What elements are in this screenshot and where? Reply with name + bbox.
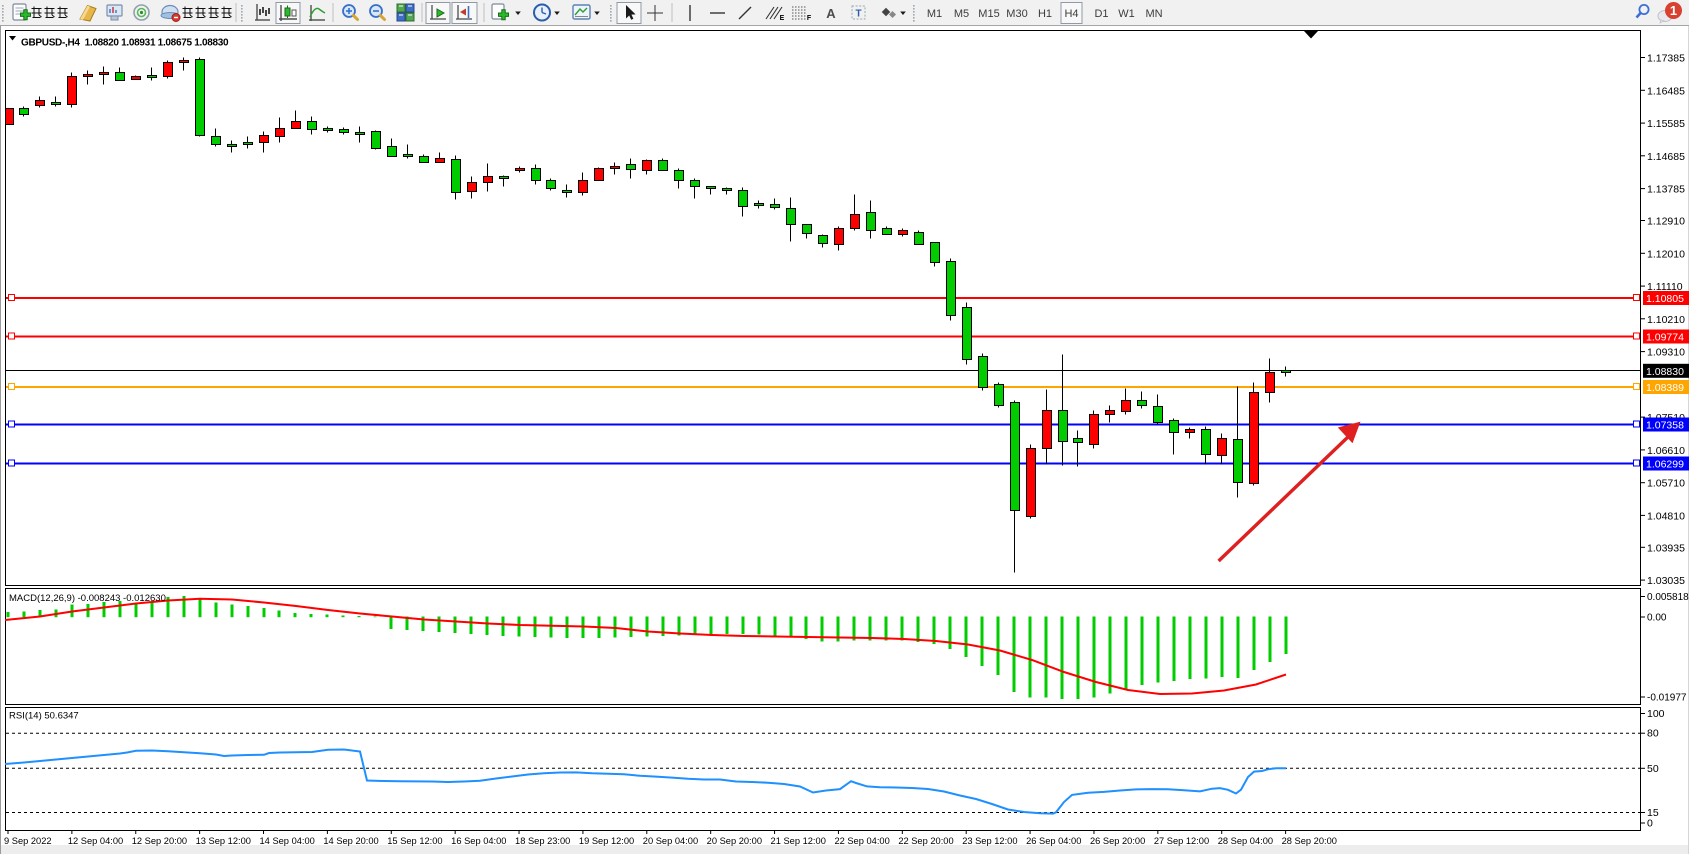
svg-text:1.17385: 1.17385	[1647, 53, 1685, 65]
svg-text:1.14685: 1.14685	[1647, 151, 1685, 163]
svg-text:MACD(12,26,9) -0.008243 -0.012: MACD(12,26,9) -0.008243 -0.012630	[9, 593, 166, 604]
svg-text:1.03935: 1.03935	[1647, 542, 1685, 554]
svg-text:1.08389: 1.08389	[1646, 382, 1684, 394]
svg-text:E: E	[780, 15, 785, 22]
svg-text:1.03035: 1.03035	[1647, 575, 1685, 587]
svg-text:14 Sep 20:00: 14 Sep 20:00	[323, 836, 378, 846]
svg-text:18 Sep 23:00: 18 Sep 23:00	[515, 836, 570, 846]
svg-text:GBPUSD-,H4 1.08820 1.08931 1.: GBPUSD-,H4 1.08820 1.08931 1.08675 1.088…	[21, 38, 229, 49]
svg-text:T: T	[855, 9, 861, 20]
svg-text:22 Sep 04:00: 22 Sep 04:00	[834, 836, 889, 846]
svg-text:1.12910: 1.12910	[1647, 216, 1685, 228]
svg-text:1.16485: 1.16485	[1647, 85, 1685, 97]
svg-text:RSI(14) 50.6347: RSI(14) 50.6347	[9, 711, 79, 722]
svg-text:9 Sep 2022: 9 Sep 2022	[4, 836, 52, 846]
svg-text:1.04810: 1.04810	[1647, 510, 1685, 522]
svg-text:1.11110: 1.11110	[1647, 281, 1683, 293]
svg-text:0.005818: 0.005818	[1647, 592, 1689, 603]
svg-text:80: 80	[1647, 728, 1659, 740]
svg-text:21 Sep 12:00: 21 Sep 12:00	[771, 836, 826, 846]
svg-text:M30: M30	[1006, 8, 1027, 20]
svg-text:20 Sep 04:00: 20 Sep 04:00	[643, 836, 698, 846]
svg-text:15: 15	[1647, 807, 1659, 819]
svg-text:H1: H1	[1038, 8, 1052, 20]
svg-text:W1: W1	[1118, 8, 1135, 20]
svg-text:23 Sep 12:00: 23 Sep 12:00	[962, 836, 1017, 846]
svg-text:1.09774: 1.09774	[1646, 332, 1684, 344]
svg-text:1.10210: 1.10210	[1647, 314, 1685, 326]
svg-text:14 Sep 04:00: 14 Sep 04:00	[260, 836, 315, 846]
svg-text:A: A	[826, 6, 836, 21]
svg-text:1.13785: 1.13785	[1647, 184, 1685, 196]
svg-text:26 Sep 04:00: 26 Sep 04:00	[1026, 836, 1081, 846]
svg-text:12 Sep 04:00: 12 Sep 04:00	[68, 836, 123, 846]
svg-text:1.10805: 1.10805	[1646, 293, 1684, 305]
svg-text:1.07358: 1.07358	[1646, 420, 1684, 432]
svg-text:MN: MN	[1145, 8, 1162, 20]
svg-text:1.15585: 1.15585	[1647, 118, 1685, 130]
svg-text:12 Sep 20:00: 12 Sep 20:00	[132, 836, 187, 846]
svg-text:50: 50	[1647, 763, 1659, 775]
svg-text:-0.01977: -0.01977	[1647, 693, 1687, 704]
svg-text:F: F	[807, 15, 812, 22]
svg-text:1.06610: 1.06610	[1647, 445, 1685, 457]
svg-text:16 Sep 04:00: 16 Sep 04:00	[451, 836, 506, 846]
svg-text:0: 0	[1647, 818, 1653, 830]
svg-text:100: 100	[1647, 708, 1665, 720]
svg-text:27 Sep 12:00: 27 Sep 12:00	[1154, 836, 1209, 846]
svg-text:M1: M1	[927, 8, 942, 20]
svg-text:19 Sep 12:00: 19 Sep 12:00	[579, 836, 634, 846]
svg-text:1.08830: 1.08830	[1646, 366, 1684, 378]
svg-text:28 Sep 20:00: 28 Sep 20:00	[1282, 836, 1337, 846]
svg-text:H4: H4	[1064, 8, 1078, 20]
svg-text:20 Sep 20:00: 20 Sep 20:00	[707, 836, 762, 846]
svg-text:1.12010: 1.12010	[1647, 248, 1685, 260]
svg-text:1.06299: 1.06299	[1646, 459, 1684, 471]
svg-text:1: 1	[1670, 3, 1677, 18]
svg-text:22 Sep 20:00: 22 Sep 20:00	[898, 836, 953, 846]
svg-text:1.09310: 1.09310	[1647, 347, 1685, 359]
svg-text:1.05710: 1.05710	[1647, 478, 1685, 490]
svg-text:M15: M15	[978, 8, 999, 20]
svg-text:28 Sep 04:00: 28 Sep 04:00	[1218, 836, 1273, 846]
svg-text:26 Sep 20:00: 26 Sep 20:00	[1090, 836, 1145, 846]
svg-text:D1: D1	[1094, 8, 1108, 20]
svg-text:0.00: 0.00	[1647, 613, 1667, 624]
svg-text:15 Sep 12:00: 15 Sep 12:00	[387, 836, 442, 846]
svg-text:13 Sep 12:00: 13 Sep 12:00	[196, 836, 251, 846]
svg-text:M5: M5	[954, 8, 969, 20]
